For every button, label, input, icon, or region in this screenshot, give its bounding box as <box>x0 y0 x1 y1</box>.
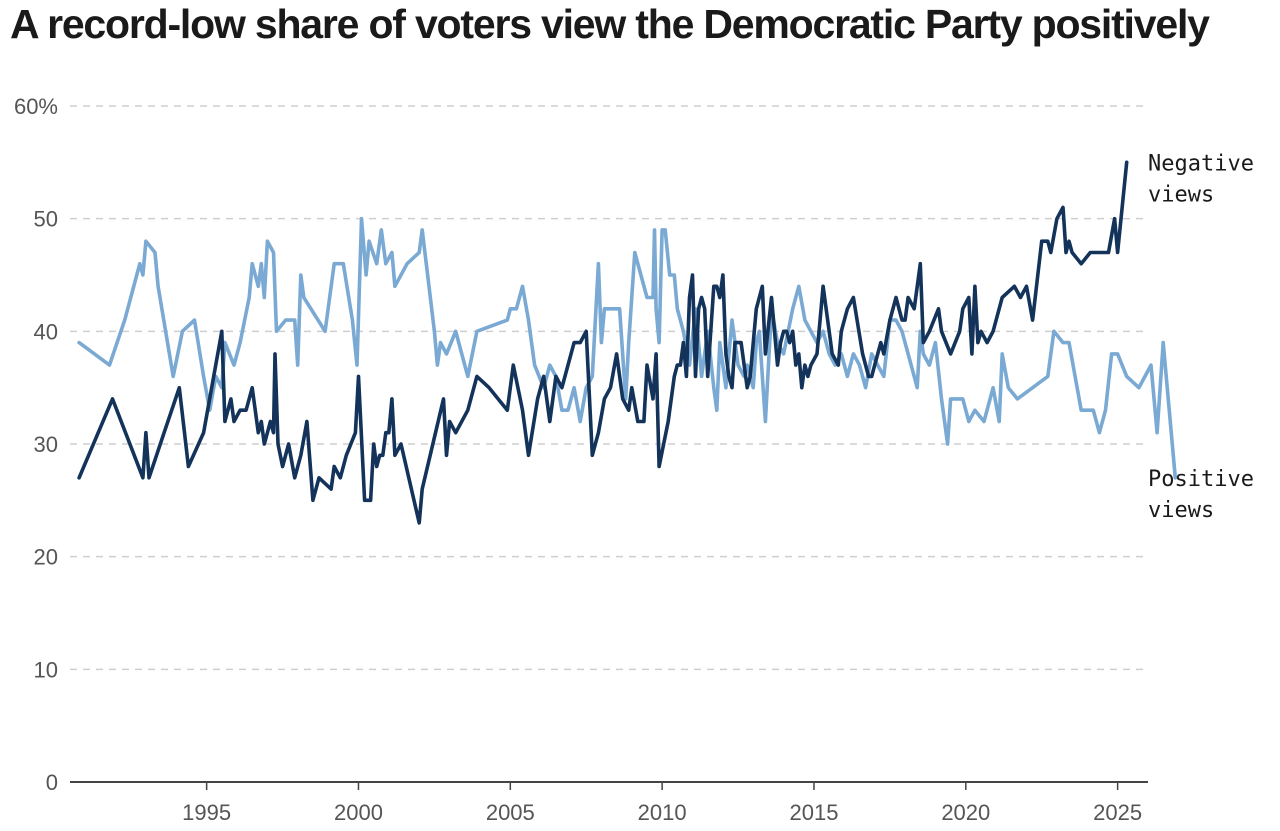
x-tick-label: 1995 <box>182 800 231 825</box>
y-tick-label: 50 <box>34 207 58 232</box>
y-tick-label: 30 <box>34 432 58 457</box>
series-end-labels: Positive views Negative views <box>1148 151 1254 522</box>
negative-views-label-line: Negative <box>1148 151 1254 176</box>
series-lines <box>77 160 1178 525</box>
positive-views-label-line: views <box>1148 498 1214 523</box>
gridlines <box>70 105 1148 783</box>
y-tick-label: 20 <box>34 545 58 570</box>
x-tick-label: 2015 <box>789 800 838 825</box>
y-tick-label: 60% <box>14 94 58 119</box>
chart-title: A record-low share of voters view the De… <box>10 1 1210 47</box>
x-axis-tick-labels: 1995 2000 2005 2010 2015 2020 2025 <box>182 782 1142 825</box>
x-tick-label: 2010 <box>638 800 687 825</box>
y-tick-label: 40 <box>34 319 58 344</box>
y-tick-label: 10 <box>34 657 58 682</box>
positive-views-line <box>77 216 1178 480</box>
negative-views-label: Negative views <box>1148 151 1254 207</box>
x-tick-label: 2005 <box>486 800 535 825</box>
positive-views-label: Positive views <box>1148 467 1254 523</box>
x-tick-label: 2020 <box>941 800 990 825</box>
y-axis-tick-labels: 0 10 20 30 40 50 60% <box>14 94 58 795</box>
x-tick-label: 2000 <box>334 800 383 825</box>
positive-views-label-line: Positive <box>1148 467 1254 492</box>
y-tick-label: 0 <box>46 770 58 795</box>
negative-views-line <box>77 160 1129 525</box>
x-tick-label: 2025 <box>1093 800 1142 825</box>
negative-views-label-line: views <box>1148 182 1214 207</box>
